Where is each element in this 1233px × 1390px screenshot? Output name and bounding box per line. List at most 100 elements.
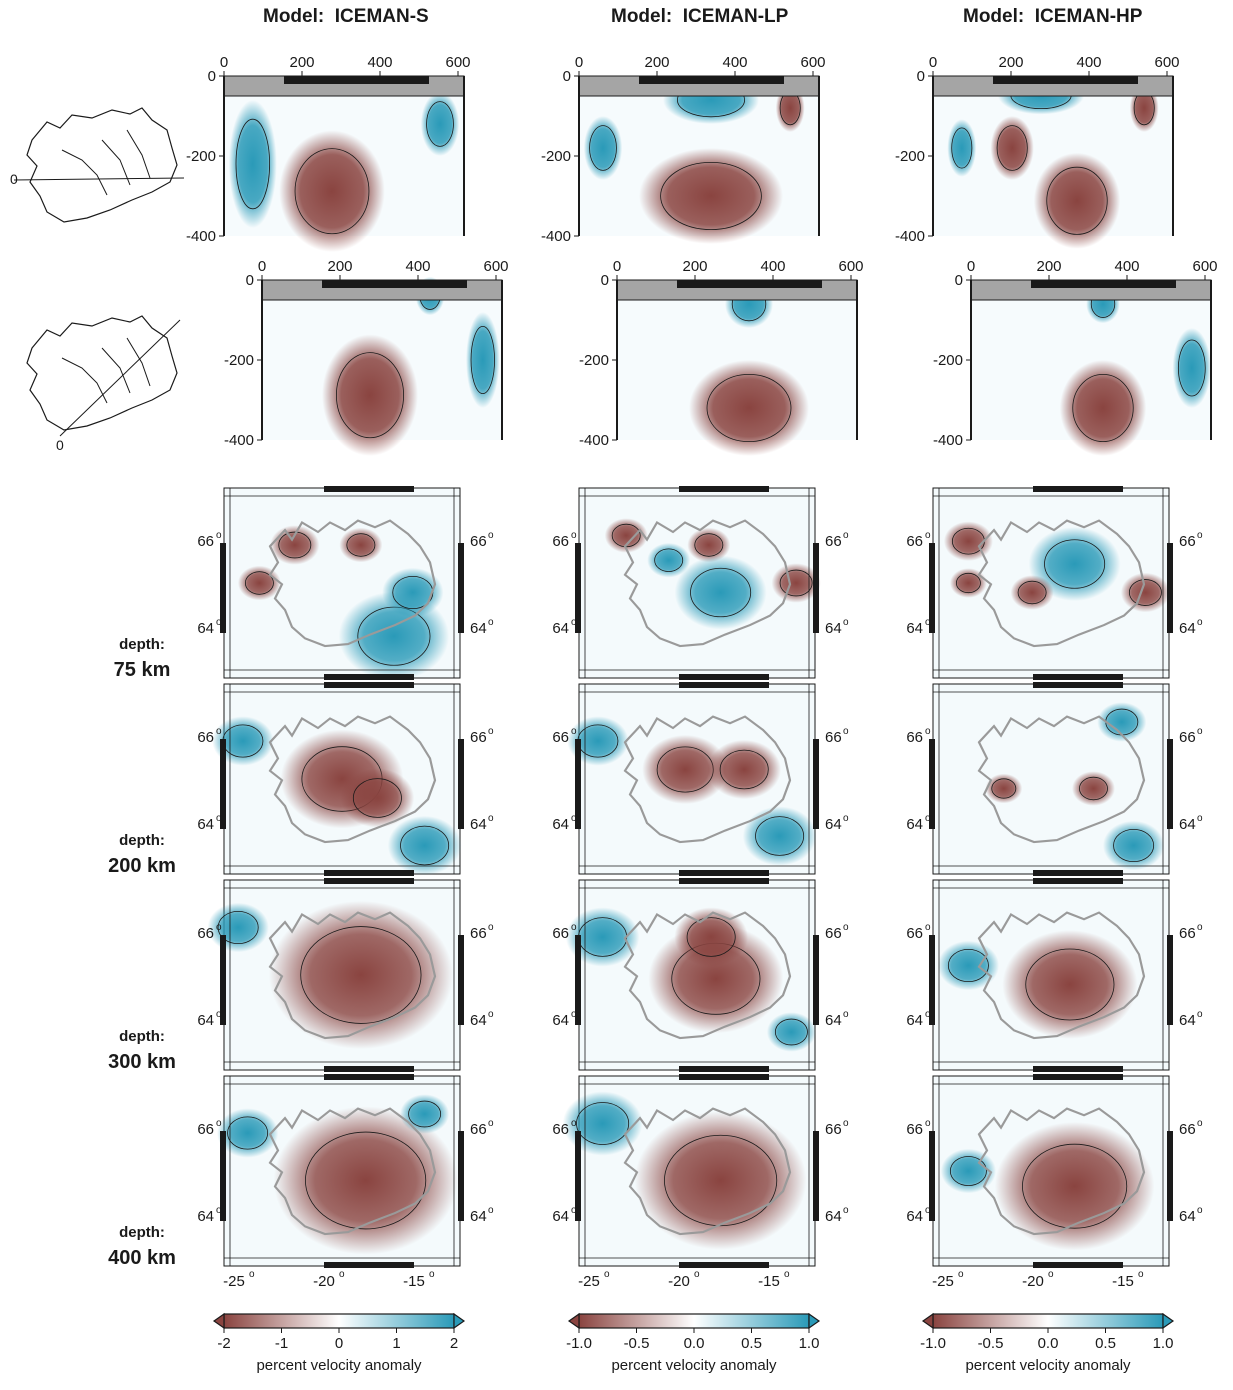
iceland-coastline — [977, 519, 1146, 648]
fast-anomaly — [567, 716, 629, 766]
x-tick-label: 400 — [367, 54, 392, 71]
slow-anomaly — [639, 148, 783, 244]
lat-tick-label: 66 — [825, 1121, 842, 1138]
slow-anomaly — [1002, 930, 1138, 1039]
map-panel-2-1: 66 o 66 o64 o 64 o — [906, 682, 1203, 876]
degree-symbol: o — [339, 1269, 345, 1280]
slow-anomaly — [279, 130, 385, 252]
degree-symbol: o — [925, 1009, 931, 1020]
colorbar-tick-label: -1 — [275, 1335, 288, 1352]
lat-tick-label: 66 — [552, 1121, 569, 1138]
colorbar-low-triangle — [212, 1312, 225, 1330]
iceland-coastline — [268, 519, 437, 648]
x-tick-label: 200 — [998, 54, 1023, 71]
x-tick-label: 400 — [405, 258, 430, 275]
fast-anomaly — [1102, 820, 1165, 871]
slow-anomaly — [634, 1111, 807, 1250]
locator-map-profile-2: 0 — [26, 315, 181, 453]
slow-anomaly — [1120, 572, 1170, 613]
degree-symbol: o — [784, 1269, 790, 1280]
column-title-iceman-lp: Model: ICEMAN-LP — [611, 6, 788, 28]
colorbar-tick-label: -2 — [217, 1335, 230, 1352]
x-tick-label: 200 — [289, 54, 314, 71]
x-tick-label: 600 — [838, 258, 863, 275]
lat-tick-label: 66 — [197, 925, 214, 942]
y-tick-label: -400 — [895, 228, 925, 245]
degree-symbol: o — [571, 530, 577, 541]
lon-tick-label: -20 — [668, 1273, 690, 1290]
lat-tick-label: 64 — [906, 816, 923, 833]
fast-anomaly — [562, 1091, 643, 1156]
iceland-coastline — [623, 1107, 792, 1236]
colorbar-label: percent velocity anomaly — [256, 1357, 422, 1374]
degree-symbol: o — [1197, 1118, 1203, 1129]
colorbar-2: -1.0 -0.5 0.0 0.5 1.0 percent velocity anomal… — [920, 1312, 1175, 1374]
x-tick-label: 200 — [682, 258, 707, 275]
degree-symbol: o — [925, 1205, 931, 1216]
lat-tick-label: 64 — [197, 620, 214, 637]
fast-anomaly — [382, 567, 444, 618]
lon-tick-label: -15 — [758, 1273, 780, 1290]
y-tick-label: -200 — [186, 148, 216, 165]
x-tick-label: 200 — [327, 258, 352, 275]
y-tick-label: -200 — [895, 148, 925, 165]
lon-tick-label: -25 — [578, 1273, 600, 1290]
iceland-coastline — [977, 911, 1146, 1040]
title-model: ICEMAN-LP — [682, 6, 789, 27]
lat-tick-label: 66 — [552, 925, 569, 942]
fast-anomaly — [674, 555, 767, 630]
colorbar-tick-label: 0 — [335, 1335, 343, 1352]
lat-tick-label: 64 — [906, 620, 923, 637]
cross-section-panel-1-0: 0 200 400 600 0 -200 -400 — [541, 54, 826, 245]
lat-tick-label: 66 — [552, 729, 569, 746]
fast-anomaly — [766, 1012, 816, 1052]
degree-symbol: o — [604, 1269, 610, 1280]
locator-map-profile-1: 0 — [10, 107, 185, 223]
map-panel-0-1: 66 o 66 o64 o 64 o — [197, 682, 494, 876]
y-tick-label: 0 — [246, 272, 254, 289]
slow-anomaly — [687, 527, 731, 563]
lon-tick-label: -25 — [223, 1273, 245, 1290]
cross-section-panel-0-0: 0 200 400 600 0 -200 -400 — [186, 54, 471, 252]
degree-symbol: o — [1197, 813, 1203, 824]
degree-symbol: o — [249, 1269, 255, 1280]
slow-anomaly — [604, 518, 648, 553]
lon-tick-label: -15 — [1112, 1273, 1134, 1290]
y-tick-label: 0 — [563, 68, 571, 85]
colorbar-high-triangle — [808, 1312, 821, 1330]
degree-symbol: o — [843, 813, 849, 824]
colorbar-tick-label: 0.5 — [1095, 1335, 1116, 1352]
slow-anomaly — [771, 563, 821, 603]
degree-symbol: o — [571, 1205, 577, 1216]
degree-symbol: o — [571, 813, 577, 824]
degree-symbol: o — [1197, 1205, 1203, 1216]
lat-tick-label: 66 — [470, 533, 487, 550]
colorbar-1: -1.0 -0.5 0.0 0.5 1.0 percent velocity anomal… — [566, 1312, 821, 1374]
fast-anomaly — [940, 1148, 997, 1194]
degree-symbol: o — [216, 1009, 222, 1020]
map-panel-0-3: 66 o 66 o64 o 64 o-25 o -20 o -15 o — [197, 1074, 494, 1290]
title-prefix: Model: — [263, 6, 325, 27]
x-tick-label: 0 — [613, 258, 621, 275]
lat-tick-label: 64 — [552, 816, 569, 833]
y-tick-label: -400 — [224, 432, 254, 449]
lat-tick-label: 64 — [825, 1208, 842, 1225]
colorbar-0: -2 -1 0 1 2 percent velocity anomaly — [212, 1312, 466, 1374]
degree-symbol: o — [571, 726, 577, 737]
degree-symbol: o — [1197, 726, 1203, 737]
degree-symbol: o — [216, 1118, 222, 1129]
slow-anomaly — [642, 734, 729, 805]
colorbar-tick-label: -1.0 — [920, 1335, 946, 1352]
slow-anomaly — [707, 739, 782, 800]
degree-symbol: o — [843, 726, 849, 737]
fast-anomaly — [565, 907, 640, 967]
degree-symbol: o — [488, 813, 494, 824]
depth-label-300: depth: 300 km — [108, 1028, 176, 1073]
x-tick-label: 200 — [644, 54, 669, 71]
lat-tick-label: 64 — [552, 620, 569, 637]
map-panel-1-1: 66 o 66 o64 o 64 o — [552, 682, 849, 876]
fast-anomaly — [387, 815, 462, 876]
title-model: ICEMAN-S — [334, 6, 429, 27]
lat-tick-label: 66 — [470, 1121, 487, 1138]
cross-section-panel-0-1: 0 200 400 600 0 -200 -400 — [224, 258, 509, 456]
